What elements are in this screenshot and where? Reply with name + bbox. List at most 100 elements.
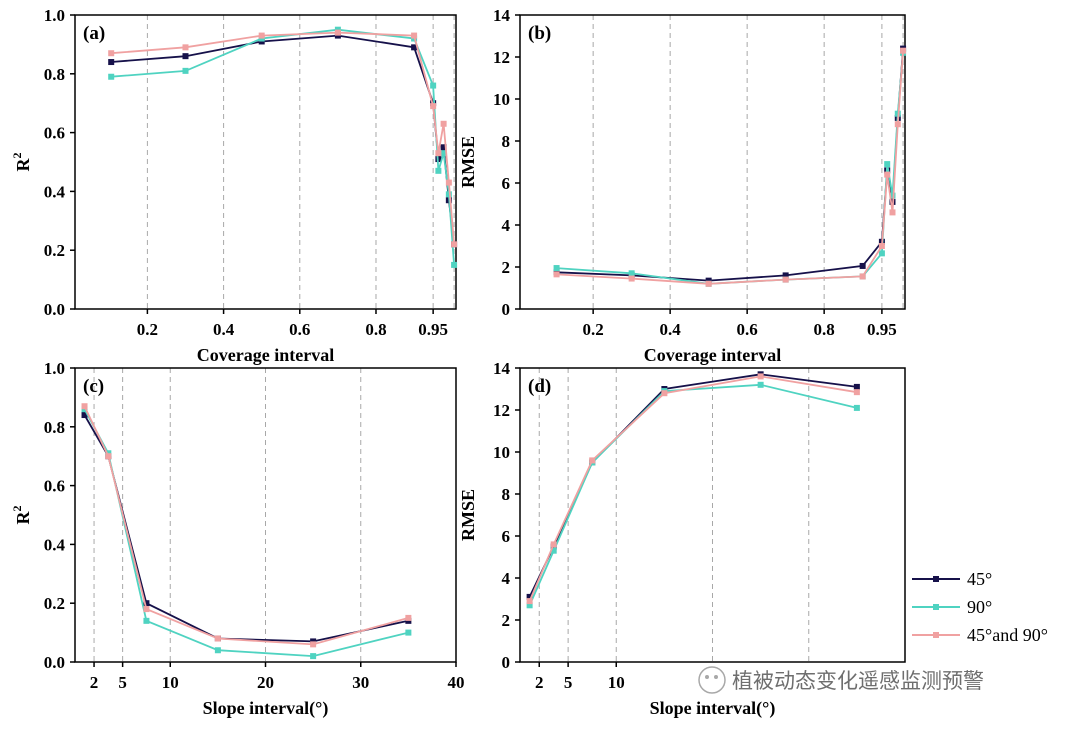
- data-point-c-1-2: [143, 617, 150, 624]
- y-tick-label-c-5: 1.0: [44, 359, 65, 378]
- data-point-b-0-3: [782, 272, 789, 279]
- plot-frame-b: [519, 14, 906, 310]
- y-tick-label-b-5: 10: [493, 90, 510, 109]
- y-tick-label-a-2: 0.4: [44, 182, 66, 201]
- x-axis-label-a: Coverage interval: [197, 345, 334, 365]
- y-tick-label-b-6: 12: [493, 48, 510, 67]
- x-tick-label-c-4: 30: [352, 673, 369, 692]
- data-point-a-1-6: [435, 167, 442, 174]
- y-tick-label-a-0: 0.0: [44, 300, 65, 319]
- data-point-d-2-1: [550, 541, 557, 548]
- panel-d: 0 2 4 6 8 10 12 14 2 5 10 Slope interval(°) RMSE (d): [458, 359, 906, 719]
- x-tick-label-d-2: 10: [608, 673, 625, 692]
- legend-marker-1: [933, 604, 939, 610]
- y-tick-label-a-1: 0.2: [44, 241, 65, 260]
- x-tick-label-d-1: 5: [564, 673, 573, 692]
- x-tick-label-a-2: 0.6: [289, 320, 310, 339]
- plot-frame-d: [519, 367, 906, 663]
- x-tick-label-c-3: 20: [257, 673, 274, 692]
- data-point-a-1-1: [182, 67, 189, 74]
- y-tick-label-d-3: 6: [502, 527, 511, 546]
- panel-title-d: (d): [528, 376, 551, 397]
- y-axis-label-a: R2: [10, 153, 33, 172]
- x-tick-label-c-5: 40: [448, 673, 465, 692]
- wechat-icon: [698, 666, 726, 694]
- data-point-c-1-5: [405, 629, 412, 636]
- series-line-c-0: [83, 414, 409, 643]
- panel-a: 0.0 0.2 0.4 0.6 0.8 1.0 0.2 0.4 0.6 0.8 0.95 Covera…: [10, 6, 458, 365]
- data-point-b-0-4: [859, 262, 866, 269]
- x-tick-label-d-0: 2: [535, 673, 544, 692]
- data-point-b-2-7: [889, 209, 896, 216]
- legend-label-2: 45°and 90°: [967, 625, 1048, 645]
- x-tick-label-b-0: 0.2: [583, 320, 604, 339]
- y-tick-label-d-0: 0: [502, 653, 511, 672]
- data-point-a-2-1: [182, 44, 189, 51]
- y-axis-label-c: R2: [10, 506, 33, 525]
- data-point-a-0-7: [440, 144, 447, 151]
- y-tick-label-b-2: 4: [502, 216, 511, 235]
- data-point-c-2-3: [214, 635, 221, 642]
- data-point-b-1-1: [628, 270, 635, 277]
- legend-label-0: 45°: [967, 569, 992, 589]
- panel-b: 0 2 4 6 8 10 12 14 0.2 0.4 0.6 0.8 0.95 Coverage inte…: [458, 6, 907, 365]
- data-point-d-1-5: [853, 404, 860, 411]
- series-line-c-2: [83, 405, 409, 646]
- data-point-a-1-8: [445, 191, 452, 198]
- y-tick-label-a-4: 0.8: [44, 65, 65, 84]
- x-tick-label-c-1: 5: [118, 673, 127, 692]
- data-point-a-2-9: [451, 241, 458, 248]
- y-tick-label-b-4: 8: [502, 132, 511, 151]
- series-line-c-1: [83, 408, 409, 658]
- data-point-b-2-8: [894, 121, 901, 128]
- y-tick-label-c-2: 0.4: [44, 535, 66, 554]
- y-axis-label-d: RMSE: [458, 489, 478, 541]
- x-tick-label-b-4: 0.95: [867, 320, 897, 339]
- data-point-c-2-1: [105, 453, 112, 460]
- wechat-icon-eye-right: [714, 675, 718, 679]
- y-tick-label-c-4: 0.8: [44, 418, 65, 437]
- y-tick-label-d-5: 10: [493, 443, 510, 462]
- series-line-b-0: [556, 48, 904, 282]
- series-line-a-2: [111, 31, 455, 245]
- x-axis-label-b: Coverage interval: [644, 345, 781, 365]
- series-line-b-2: [556, 50, 904, 285]
- y-tick-label-a-3: 0.6: [44, 124, 65, 143]
- y-tick-label-d-4: 8: [502, 485, 511, 504]
- y-tick-label-c-3: 0.6: [44, 477, 65, 496]
- data-point-d-2-3: [661, 390, 668, 397]
- y-tick-label-b-7: 14: [493, 6, 511, 25]
- data-point-a-1-5: [430, 82, 437, 89]
- plot-frame-a: [74, 14, 457, 310]
- y-tick-label-c-0: 0.0: [44, 653, 65, 672]
- data-point-a-0-4: [411, 44, 418, 51]
- data-point-d-0-0: [526, 593, 533, 600]
- panel-title-b: (b): [528, 23, 551, 44]
- series-line-d-2: [528, 375, 858, 602]
- data-point-b-2-3: [782, 276, 789, 283]
- data-point-a-2-7: [440, 120, 447, 127]
- wechat-icon-eye-left: [705, 675, 709, 679]
- data-point-b-0-2: [705, 277, 712, 284]
- data-point-d-2-2: [589, 457, 596, 464]
- y-tick-label-d-6: 12: [493, 401, 510, 420]
- data-point-d-1-0: [526, 602, 533, 609]
- legend-marker-2: [933, 632, 939, 638]
- data-point-a-2-6: [435, 150, 442, 157]
- data-point-c-1-4: [310, 653, 317, 660]
- data-point-a-2-2: [258, 32, 265, 39]
- data-point-d-2-4: [757, 373, 764, 380]
- data-point-b-1-6: [884, 161, 891, 168]
- data-point-a-1-9: [451, 261, 458, 268]
- data-point-a-0-0: [108, 59, 115, 66]
- data-point-c-2-5: [405, 614, 412, 621]
- watermark: 植被动态变化遥感监测预警: [698, 666, 984, 694]
- data-point-d-1-4: [757, 381, 764, 388]
- legend-marker-0: [933, 576, 939, 582]
- y-tick-label-b-3: 6: [502, 174, 511, 193]
- data-point-d-1-1: [550, 547, 557, 554]
- y-tick-label-d-2: 4: [502, 569, 511, 588]
- data-point-c-1-3: [214, 647, 221, 654]
